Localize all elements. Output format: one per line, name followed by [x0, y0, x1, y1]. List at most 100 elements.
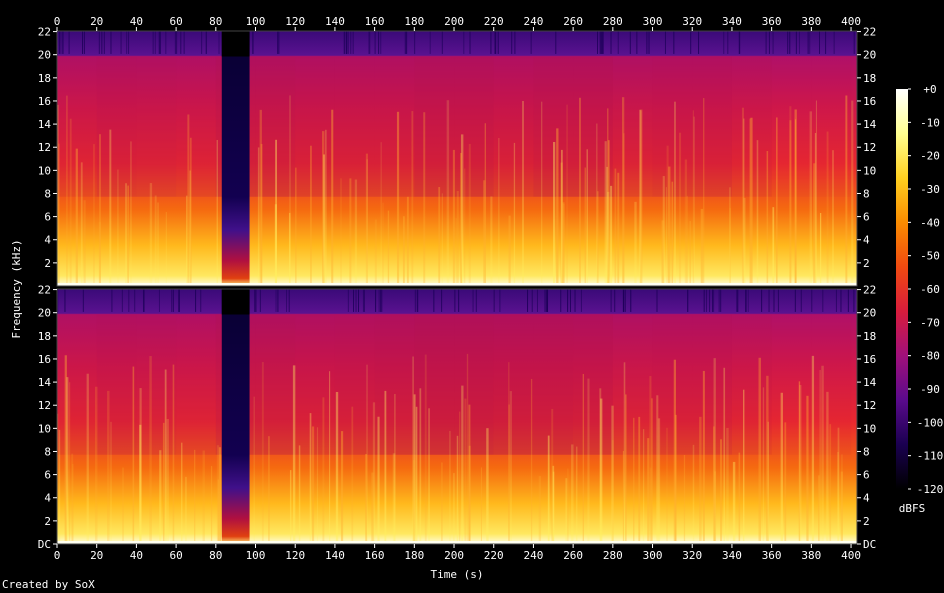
- transient-streak: [560, 162, 563, 286]
- x-tick-label-bottom: 180: [404, 549, 424, 562]
- x-tick-label-top: 100: [246, 15, 266, 28]
- transient-streak: [649, 467, 652, 544]
- top-band-streak: [405, 31, 407, 54]
- top-band-streak: [737, 289, 739, 312]
- y-tick-label-right: 20: [863, 49, 876, 62]
- silence-segment: [221, 31, 250, 286]
- transient-streak: [461, 385, 464, 544]
- top-band-streak: [180, 31, 182, 54]
- spectrum-background: [57, 31, 857, 286]
- transient-streak: [216, 139, 218, 286]
- transient-streak: [274, 204, 277, 286]
- loudness-column: [652, 314, 693, 455]
- transient-streak: [456, 191, 459, 286]
- top-band-streak: [703, 289, 705, 312]
- transient-streak: [671, 181, 674, 286]
- transient-streak: [741, 107, 745, 287]
- transient-streak: [513, 142, 516, 286]
- y-tick-label-left: 4: [44, 492, 51, 505]
- x-tick-label-top: 300: [643, 15, 663, 28]
- transient-streak: [415, 406, 418, 544]
- transient-streak: [261, 362, 264, 544]
- top-band-streak: [747, 289, 749, 312]
- transient-streak: [480, 467, 482, 544]
- transient-streak: [772, 207, 775, 286]
- colorbar-tick-label: +0: [923, 83, 936, 96]
- x-tick-label-top: 360: [762, 15, 782, 28]
- x-tick-label-bottom: 120: [285, 549, 305, 562]
- transient-streak: [638, 416, 641, 544]
- top-band-streak: [375, 289, 377, 312]
- top-band-streak: [490, 31, 492, 54]
- loudness-column: [454, 56, 494, 197]
- top-band-streak: [128, 289, 130, 312]
- y-tick-label-right: 18: [863, 72, 876, 85]
- loudness-column: [771, 314, 812, 455]
- transient-streak: [604, 141, 607, 286]
- transient-streak: [508, 215, 511, 286]
- top-band-streak: [201, 31, 203, 54]
- top-band-streak: [172, 289, 174, 312]
- y-tick-label-left: 2: [44, 257, 51, 270]
- top-band-streak: [369, 31, 371, 54]
- top-band-streak: [57, 289, 59, 312]
- y-tick-label-left: 22: [38, 284, 51, 297]
- x-tick-label-top: 280: [603, 15, 623, 28]
- transient-streak: [80, 162, 83, 286]
- plot-frame: [56, 288, 858, 545]
- loudness-column: [374, 314, 415, 455]
- transient-streak: [508, 404, 510, 544]
- transient-streak: [584, 167, 586, 286]
- y-axis-label: Frequency (kHz): [10, 239, 23, 338]
- top-band-streak: [218, 31, 220, 54]
- top-band-streak: [154, 31, 156, 54]
- transient-streak: [486, 428, 489, 544]
- y-tick-label-left: 8: [44, 445, 51, 458]
- top-band-streak: [601, 31, 603, 54]
- transient-streak: [99, 134, 101, 286]
- transient-streak: [57, 104, 59, 286]
- transient-streak: [723, 367, 726, 544]
- y-tick-label-right: 8: [863, 445, 870, 458]
- top-band-streak: [101, 31, 103, 54]
- loudness-column: [493, 314, 534, 455]
- top-band-streak: [347, 289, 349, 312]
- top-band-streak: [82, 289, 84, 312]
- loudness-column: [692, 56, 732, 197]
- transient-streak: [468, 445, 471, 544]
- transient-streak: [623, 133, 625, 286]
- top-band-streak: [555, 31, 557, 54]
- loudness-column: [334, 314, 375, 455]
- x-tick-label-bottom: 20: [90, 549, 103, 562]
- top-band-streak: [745, 289, 747, 312]
- top-band-streak: [441, 289, 443, 312]
- transient-streak: [837, 427, 840, 544]
- transient-streak: [607, 191, 610, 286]
- colorbar-unit-label: dBFS: [899, 502, 926, 515]
- transient-streak: [165, 212, 167, 286]
- top-band-streak: [83, 31, 85, 54]
- transient-streak: [837, 451, 839, 544]
- top-band-streak: [433, 289, 435, 312]
- loudness-column: [96, 56, 137, 197]
- top-band-streak: [536, 289, 538, 312]
- transient-streak: [253, 396, 255, 544]
- transient-streak: [58, 143, 60, 286]
- top-band-streak: [720, 289, 722, 312]
- top-band-streak: [811, 289, 813, 312]
- transient-streak: [189, 170, 191, 286]
- transient-streak: [162, 422, 165, 544]
- transient-streak: [216, 445, 220, 544]
- y-tick-label-right: 14: [863, 376, 877, 389]
- top-band-streak: [511, 31, 513, 54]
- top-band-streak: [174, 31, 176, 54]
- x-tick-label-top: 320: [682, 15, 702, 28]
- top-band-streak: [718, 289, 720, 312]
- transient-streak: [288, 212, 291, 286]
- transient-streak: [387, 210, 390, 286]
- top-band-streak: [195, 289, 197, 312]
- transient-streak: [83, 200, 86, 286]
- loudness-column: [176, 314, 216, 455]
- top-band-streak: [286, 289, 288, 312]
- transient-streak: [713, 358, 716, 544]
